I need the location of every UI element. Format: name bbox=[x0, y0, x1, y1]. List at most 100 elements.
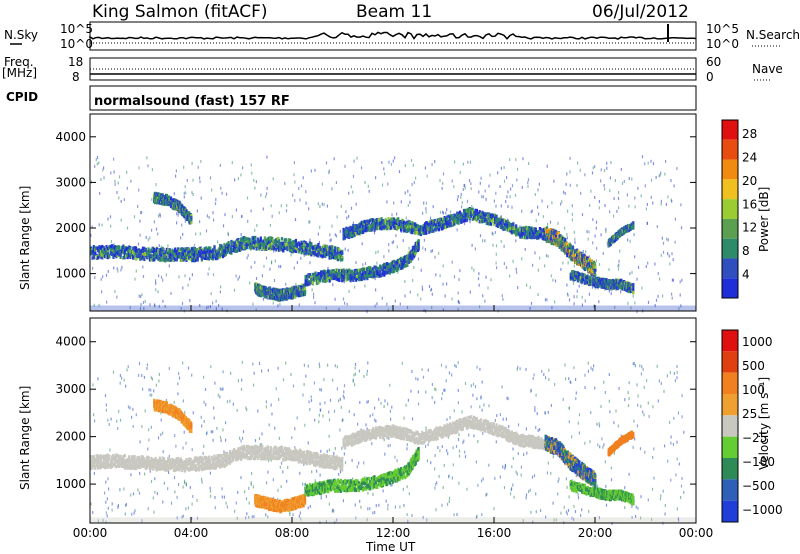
scatter-echo bbox=[196, 209, 198, 213]
scatter-echo bbox=[616, 209, 618, 213]
scatter-echo bbox=[679, 293, 681, 297]
scatter-echo bbox=[650, 178, 653, 182]
echo-cell bbox=[186, 256, 189, 260]
echo-cell bbox=[125, 253, 128, 257]
echo-cell bbox=[254, 244, 257, 248]
scatter-echo bbox=[662, 250, 665, 254]
scatter-echo bbox=[151, 198, 153, 201]
scatter-echo bbox=[100, 178, 102, 181]
echo-cell bbox=[475, 208, 478, 213]
scatter-echo bbox=[665, 202, 667, 206]
scatter-echo bbox=[588, 230, 590, 234]
echo-cell bbox=[91, 249, 94, 254]
scatter-echo bbox=[614, 305, 616, 309]
scatter-echo bbox=[167, 244, 169, 248]
scatter-echo bbox=[373, 231, 376, 235]
echo-cell bbox=[259, 243, 262, 247]
echo-cell bbox=[184, 252, 187, 256]
scatter-echo bbox=[376, 302, 378, 306]
echo-cell bbox=[306, 244, 309, 248]
echo-cell bbox=[158, 250, 161, 255]
scatter-echo bbox=[377, 250, 379, 254]
scatter-echo bbox=[495, 244, 498, 248]
scatter-echo bbox=[393, 201, 395, 205]
scatter-echo bbox=[581, 295, 583, 299]
echo-cell bbox=[104, 254, 107, 259]
scatter-echo bbox=[641, 155, 644, 159]
echo-cell bbox=[91, 256, 94, 260]
scatter-echo bbox=[273, 279, 276, 282]
echo-cell bbox=[195, 258, 198, 262]
scatter-echo bbox=[388, 160, 390, 164]
scatter-echo bbox=[300, 184, 303, 188]
scatter-echo bbox=[542, 215, 544, 219]
scatter-echo bbox=[585, 250, 587, 254]
echo-cell bbox=[162, 256, 166, 260]
scatter-echo bbox=[646, 221, 648, 225]
echo-cell bbox=[157, 254, 160, 259]
echo-cell bbox=[219, 244, 222, 248]
scatter-echo bbox=[537, 205, 539, 209]
echo-cell bbox=[177, 253, 180, 257]
scatter-echo bbox=[290, 253, 292, 257]
echo-cell bbox=[234, 245, 237, 250]
scatter-echo bbox=[423, 238, 425, 242]
scatter-echo bbox=[466, 199, 469, 203]
scatter-echo bbox=[442, 308, 444, 312]
scatter-echo bbox=[329, 239, 331, 243]
echo-cell bbox=[318, 248, 321, 252]
echo-cell bbox=[189, 249, 192, 253]
echo-cell bbox=[221, 246, 225, 250]
echo-cell bbox=[167, 254, 170, 259]
scatter-echo bbox=[644, 184, 646, 188]
echo-cell bbox=[315, 253, 318, 257]
echo-cell bbox=[137, 254, 140, 258]
echo-cell bbox=[129, 251, 132, 256]
scatter-echo bbox=[442, 210, 444, 214]
scatter-echo bbox=[215, 307, 217, 311]
echo-cell bbox=[118, 245, 121, 249]
scatter-echo bbox=[159, 212, 161, 216]
scatter-echo bbox=[138, 188, 140, 192]
scatter-echo bbox=[659, 173, 661, 177]
echo-cell bbox=[251, 245, 254, 250]
echo-cell bbox=[307, 251, 310, 255]
scatter-echo bbox=[529, 306, 531, 310]
echo-cell bbox=[111, 244, 114, 248]
scatter-echo bbox=[596, 246, 598, 250]
scatter-echo bbox=[550, 274, 552, 278]
scatter-echo bbox=[667, 238, 669, 242]
scatter-echo bbox=[514, 193, 517, 197]
scatter-echo bbox=[495, 191, 497, 195]
scatter-echo bbox=[153, 220, 155, 224]
echo-cell bbox=[287, 238, 290, 242]
scatter-echo bbox=[199, 180, 201, 184]
echo-cell bbox=[293, 246, 296, 251]
scatter-echo bbox=[457, 307, 459, 311]
echo-cell bbox=[290, 243, 293, 248]
scatter-echo bbox=[439, 179, 441, 182]
scatter-echo bbox=[597, 286, 599, 290]
scatter-echo bbox=[117, 269, 119, 273]
scatter-echo bbox=[521, 209, 523, 213]
scatter-echo bbox=[235, 274, 237, 278]
scatter-echo bbox=[158, 244, 160, 248]
scatter-echo bbox=[116, 267, 118, 271]
scatter-echo bbox=[199, 176, 201, 180]
echo-cell bbox=[296, 247, 299, 251]
scatter-echo bbox=[571, 212, 573, 216]
scatter-echo bbox=[500, 166, 502, 170]
echo-cell bbox=[191, 252, 194, 256]
echo-cell bbox=[167, 257, 170, 261]
echo-cell bbox=[276, 244, 279, 248]
scatter-echo bbox=[123, 198, 125, 202]
echo-cell bbox=[160, 252, 163, 257]
echo-cell bbox=[216, 252, 219, 257]
scatter-echo bbox=[618, 263, 620, 267]
echo-cell bbox=[154, 253, 157, 258]
scatter-echo bbox=[457, 195, 459, 198]
echo-cell bbox=[258, 245, 261, 249]
scatter-echo bbox=[317, 202, 319, 206]
scatter-echo bbox=[220, 285, 222, 289]
scatter-echo bbox=[634, 301, 636, 305]
